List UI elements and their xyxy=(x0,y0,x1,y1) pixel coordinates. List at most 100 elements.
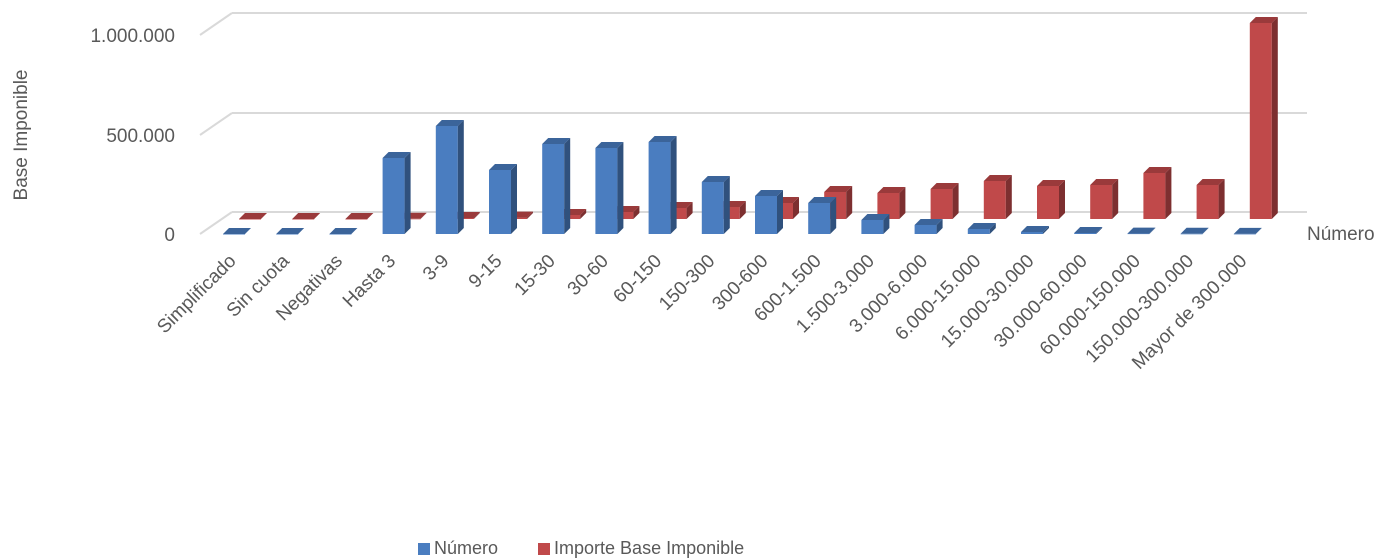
grid-depth-line xyxy=(199,112,233,136)
bar-top xyxy=(345,213,374,219)
bar-front xyxy=(292,219,315,220)
bar-numero xyxy=(861,214,890,234)
y-tick-label: 1.000.000 xyxy=(90,26,175,47)
bar-side xyxy=(1112,179,1119,219)
grid-depth-line xyxy=(199,211,233,235)
bar-side xyxy=(511,164,517,234)
x-tick-label: Simplificado xyxy=(153,251,240,338)
bar-side xyxy=(723,176,730,234)
bar-side xyxy=(899,187,906,219)
bar-numero xyxy=(1021,226,1049,234)
bar-front xyxy=(861,220,884,234)
bar-numero xyxy=(701,176,730,234)
bar-numero xyxy=(489,164,517,234)
bar-numero xyxy=(1233,227,1262,235)
bar-top xyxy=(930,183,959,189)
x-tick-label: 15.000-30.000 xyxy=(937,251,1039,353)
bar-numero xyxy=(914,219,943,234)
bar-top xyxy=(276,228,305,234)
bar-importe xyxy=(239,213,267,220)
bar-top xyxy=(223,228,251,234)
bar-side xyxy=(1096,227,1103,234)
y-axis-ticks: 0 500.000 1.000.000 xyxy=(90,26,175,246)
y-tick-label: 0 xyxy=(164,225,175,246)
bar-side xyxy=(1218,179,1225,219)
bar-side xyxy=(670,136,677,234)
bar-numero xyxy=(435,120,464,234)
bar-front xyxy=(877,193,900,219)
bar-top xyxy=(542,138,571,144)
x-tick-label: Hasta 3 xyxy=(339,251,400,312)
y-tick-label: 500.000 xyxy=(106,126,175,147)
legend-item-importe: Importe Base Imponible xyxy=(538,538,744,559)
legend: Número Importe Base Imponible xyxy=(418,538,744,559)
bar-side xyxy=(1271,17,1278,219)
bar-side xyxy=(473,212,480,219)
bar-importe xyxy=(930,183,959,219)
bar-top xyxy=(914,219,943,225)
bar-importe xyxy=(1090,179,1119,219)
bar-side xyxy=(1043,226,1049,234)
bar-front xyxy=(930,189,953,219)
bar-front xyxy=(1143,173,1166,219)
bar-top xyxy=(239,213,267,219)
bar-side xyxy=(686,202,693,219)
bar-top xyxy=(1037,180,1065,186)
bar-front xyxy=(808,203,831,234)
bar-numero xyxy=(276,228,305,235)
bar-top xyxy=(292,213,321,219)
bar-front xyxy=(1127,233,1150,235)
bar-front xyxy=(1021,232,1043,234)
bar-top xyxy=(1196,179,1225,185)
bar-front xyxy=(1037,186,1059,219)
legend-item-numero: Número xyxy=(418,538,498,559)
bar-front xyxy=(329,234,352,235)
bar-side xyxy=(793,197,799,219)
bar-front xyxy=(648,142,671,234)
bar-top xyxy=(824,186,853,192)
bar-side xyxy=(1005,175,1012,219)
bar-numero xyxy=(382,152,411,234)
bar-numero xyxy=(967,223,996,234)
bar-top xyxy=(329,228,358,234)
bar-top xyxy=(967,223,996,229)
bar-top xyxy=(983,175,1012,181)
bar-side xyxy=(1255,227,1262,234)
bar-front xyxy=(701,182,724,234)
bar-front xyxy=(382,158,405,234)
bar-top xyxy=(648,136,677,142)
bar-side xyxy=(777,190,783,234)
bar-top xyxy=(1143,167,1172,173)
bar-side xyxy=(1202,227,1209,234)
grid-lines xyxy=(199,12,1307,235)
legend-swatch-importe xyxy=(538,542,551,555)
bar-front xyxy=(1196,185,1219,219)
bar-side xyxy=(989,223,996,234)
bar-front xyxy=(1249,23,1272,219)
bar-top xyxy=(1090,179,1119,185)
y-axis-title: Base Imponible xyxy=(11,70,32,201)
bar-side xyxy=(936,219,943,234)
bar-top xyxy=(861,214,890,220)
bar-front xyxy=(345,219,368,220)
bar-front xyxy=(967,229,990,234)
bar-top xyxy=(808,197,837,203)
bar-numero xyxy=(755,190,783,234)
bar-numero xyxy=(1074,227,1103,234)
bar-side xyxy=(830,197,837,234)
bar-numero xyxy=(223,228,251,235)
bar-side xyxy=(1165,167,1172,219)
bar-side xyxy=(420,212,427,219)
bar-top xyxy=(755,190,783,196)
bar-front xyxy=(1074,233,1097,234)
bar-top xyxy=(595,142,624,148)
bar-top xyxy=(1180,227,1209,234)
x-tick-label: 150-300 xyxy=(655,251,719,315)
bar-numero xyxy=(648,136,677,234)
bar-numero xyxy=(329,228,358,235)
bar-importe xyxy=(1037,180,1065,219)
bar-front xyxy=(542,144,565,234)
bar-front xyxy=(489,170,511,234)
